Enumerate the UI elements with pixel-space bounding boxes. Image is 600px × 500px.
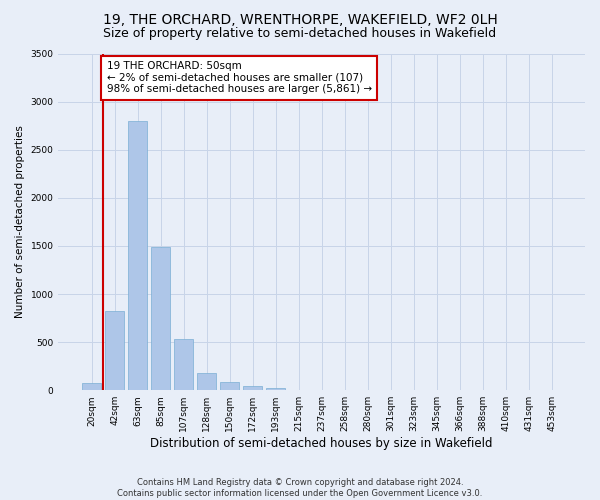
Text: 19, THE ORCHARD, WRENTHORPE, WAKEFIELD, WF2 0LH: 19, THE ORCHARD, WRENTHORPE, WAKEFIELD, … [103,12,497,26]
Y-axis label: Number of semi-detached properties: Number of semi-detached properties [15,126,25,318]
Bar [266,388,285,390]
Bar [175,339,193,390]
Bar [151,247,170,390]
Bar [220,382,239,390]
X-axis label: Distribution of semi-detached houses by size in Wakefield: Distribution of semi-detached houses by … [151,437,493,450]
Bar [197,374,216,390]
Bar [244,386,262,390]
Bar [82,383,101,390]
Bar [128,121,147,390]
Text: Contains HM Land Registry data © Crown copyright and database right 2024.
Contai: Contains HM Land Registry data © Crown c… [118,478,482,498]
Text: 19 THE ORCHARD: 50sqm
← 2% of semi-detached houses are smaller (107)
98% of semi: 19 THE ORCHARD: 50sqm ← 2% of semi-detac… [107,61,371,94]
Bar [106,312,124,390]
Text: Size of property relative to semi-detached houses in Wakefield: Size of property relative to semi-detach… [103,28,497,40]
